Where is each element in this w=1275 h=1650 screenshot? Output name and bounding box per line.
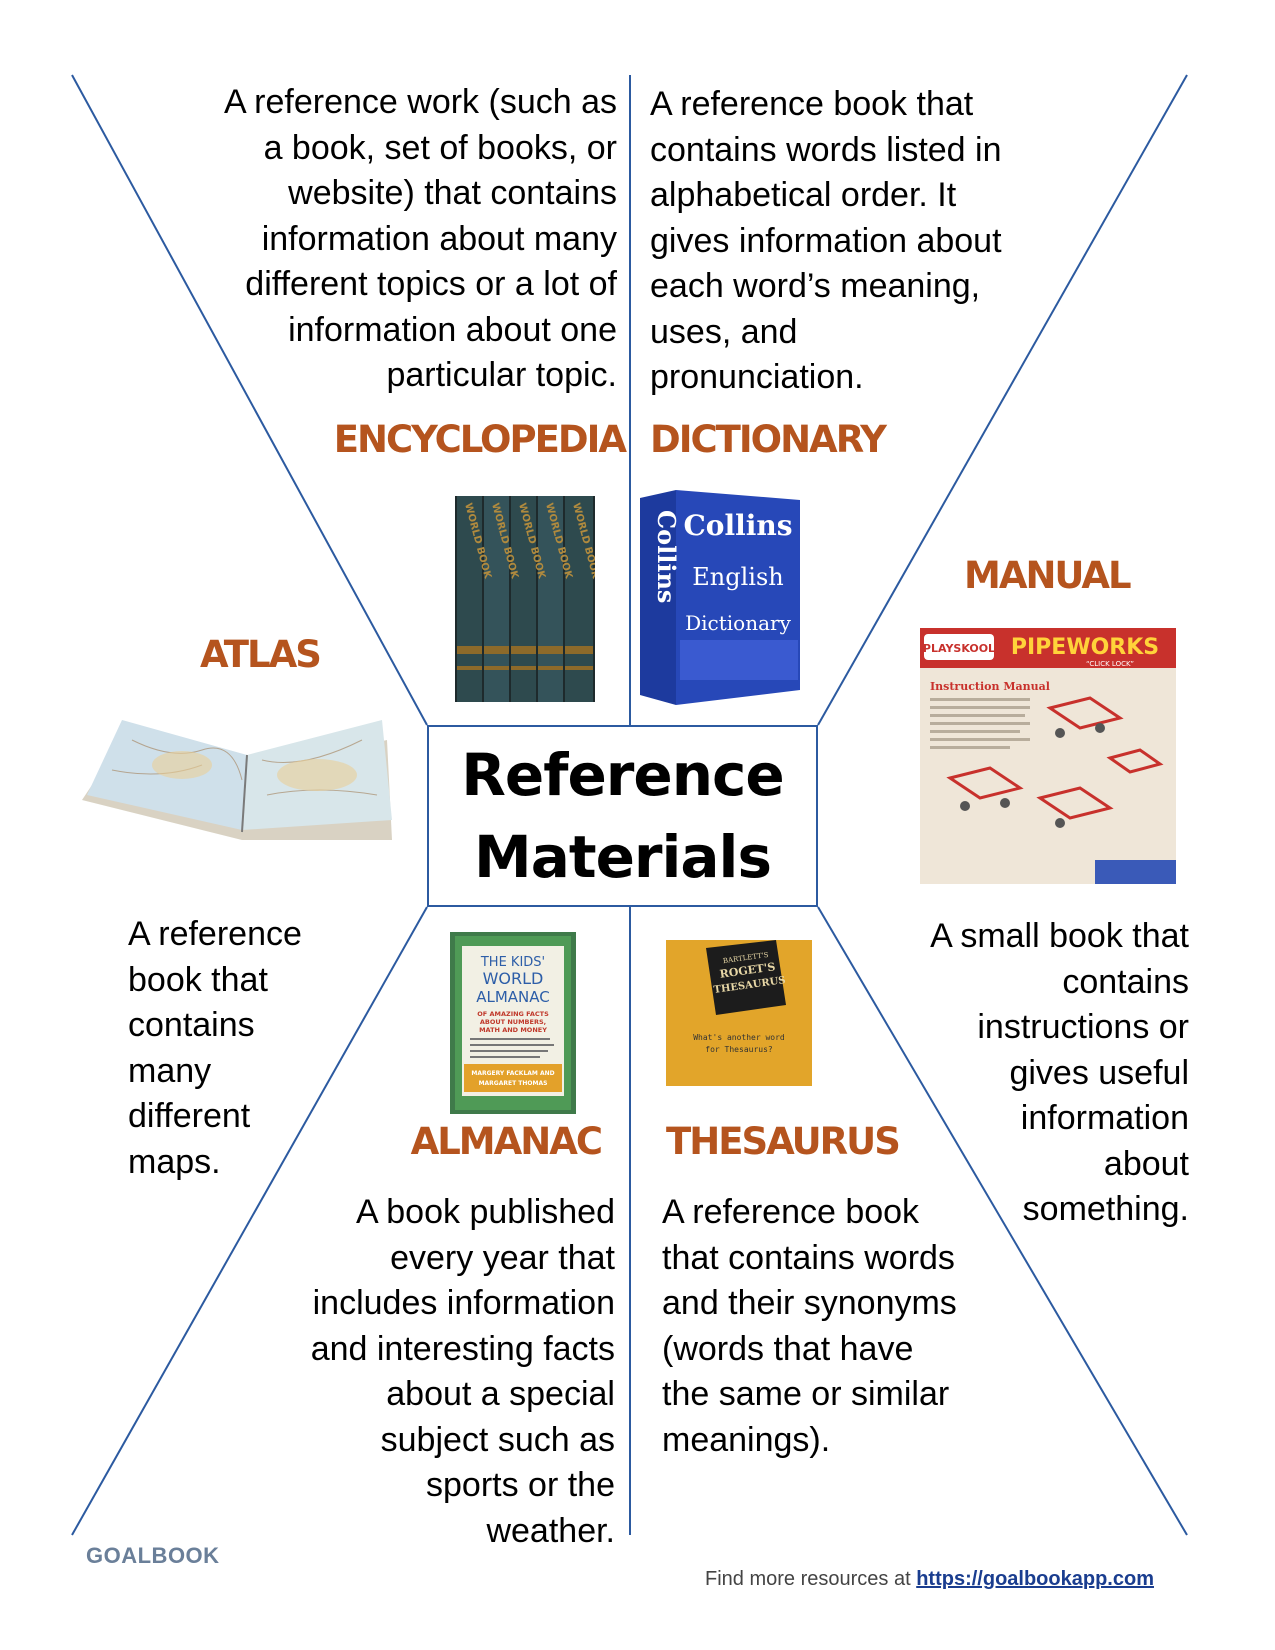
manual-brand: PLAYSKOOL	[923, 642, 995, 655]
center-title-box: Reference Materials	[427, 725, 818, 907]
title-line-1: Reference	[461, 741, 785, 809]
manual-label: Instruction Manual	[930, 680, 1050, 693]
manual-product: PIPEWORKS	[1011, 635, 1159, 660]
encyclopedia-image: WORLD BOOK WORLD BOOK WORLD BOOK WORLD B…	[455, 496, 595, 702]
almanac-title-1: THE KIDS'	[480, 955, 545, 970]
dictionary-spine-text: Collins	[652, 510, 681, 603]
thesaurus-question-2: for Thesaurus?	[705, 1045, 773, 1054]
footer-link[interactable]: https://goalbookapp.com	[916, 1568, 1154, 1590]
manual-definition: A small book that contains instructions …	[930, 917, 1189, 1228]
almanac-heading: ALMANAC	[410, 1120, 603, 1163]
dictionary-definition: A reference book that contains words lis…	[650, 85, 1002, 396]
almanac-subtitle-3: MATH AND MONEY	[479, 1026, 547, 1034]
footer-text: Find more resources at	[705, 1568, 917, 1590]
encyclopedia-heading: ENCYCLOPEDIA	[333, 418, 627, 461]
dictionary-cover-subtitle2: Dictionary	[685, 611, 791, 635]
dictionary-heading: DICTIONARY	[650, 418, 887, 461]
footer: Find more resources at https://goalbooka…	[705, 1568, 1154, 1591]
almanac-title-2: WORLD	[483, 969, 544, 988]
almanac-title-3: ALMANAC	[476, 988, 550, 1006]
thesaurus-heading: THESAURUS	[666, 1120, 901, 1163]
goalbook-logo: GOALBOOK	[86, 1543, 220, 1568]
almanac-definition: A book published every year that include…	[310, 1193, 615, 1550]
page-title: Reference Materials	[461, 734, 785, 898]
dictionary-image: Collins Collins English Dictionary	[640, 490, 800, 705]
almanac-subtitle-2: ABOUT NUMBERS,	[480, 1018, 546, 1026]
thesaurus-definition: A reference book that contains words and…	[662, 1193, 957, 1459]
thesaurus-image: BARTLETT'S ROGET'S THESAURUS What's anot…	[666, 940, 812, 1086]
encyclopedia-definition: A reference work (such as a book, set of…	[223, 83, 617, 394]
atlas-image	[82, 720, 392, 840]
almanac-image: THE KIDS' WORLD ALMANAC OF AMAZING FACTS…	[450, 932, 576, 1114]
dictionary-cover-title: Collins	[684, 509, 793, 542]
atlas-definition: A reference book that contains many diff…	[128, 915, 302, 1181]
manual-tagline: “CLICK LOCK”	[1086, 660, 1134, 668]
almanac-authors-1: MARGERY FACKLAM AND	[471, 1070, 554, 1077]
title-line-2: Materials	[474, 823, 772, 891]
almanac-authors-2: MARGARET THOMAS	[479, 1080, 548, 1087]
dictionary-cover-subtitle: English	[692, 563, 783, 591]
thesaurus-question-1: What's another word	[693, 1033, 785, 1042]
manual-image: PLAYSKOOL PIPEWORKS “CLICK LOCK” Instruc…	[920, 628, 1176, 884]
manual-heading: MANUAL	[964, 554, 1132, 597]
atlas-heading: ATLAS	[200, 633, 322, 676]
almanac-subtitle-1: OF AMAZING FACTS	[477, 1010, 549, 1018]
